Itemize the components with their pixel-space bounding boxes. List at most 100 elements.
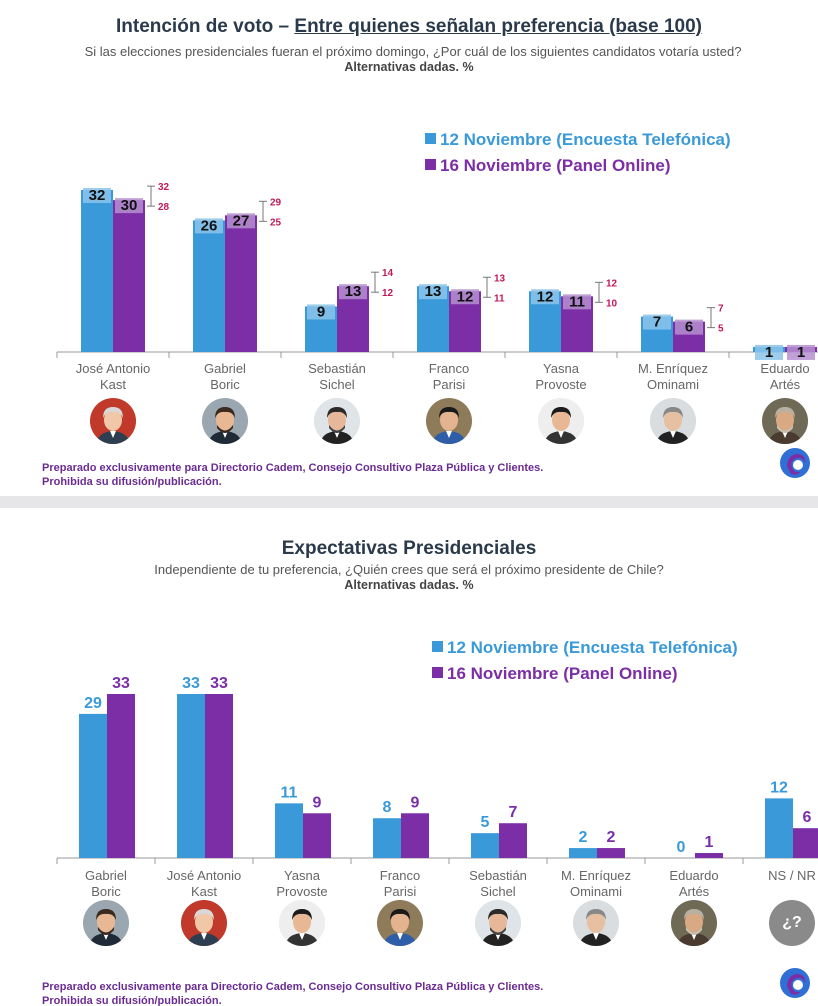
category-label: Franco [380,868,420,883]
value-label-telefonica: 29 [84,695,102,712]
bar-telefonica [471,833,499,858]
value-label-bg [643,314,671,330]
category-label: Parisi [384,884,417,899]
cadem-logo [778,966,812,1000]
provoste-portrait [538,398,584,444]
panel1-title: Intención de voto – Entre quienes señala… [0,16,818,38]
error-range-high: 13 [494,273,506,284]
category-label: Parisi [433,377,466,392]
value-label-telefonica: 12 [537,288,554,305]
category-label: Boric [210,377,240,392]
legend-swatch-blue [425,133,436,144]
error-range-low: 25 [270,217,282,228]
ns-nr-avatar: ¿? [769,900,815,946]
category-label: Artés [770,377,801,392]
avatar-parisi [426,398,472,444]
category-label: Yasna [543,361,580,376]
avatar-kast [90,398,136,444]
category-label: NS / NR [768,868,816,883]
value-label-bg [307,304,335,320]
avatar-meo [573,900,619,946]
category-label: M. Enríquez [638,361,708,376]
avatar-artes [762,398,808,444]
bar-online [205,694,233,858]
footer-line: Preparado exclusivamente para Directorio… [42,462,544,474]
bar-online [597,848,625,858]
panel2-legend: 12 Noviembre (Encuesta Telefónica) 16 No… [432,638,738,684]
avatar-meo [650,398,696,444]
panel1-title-prefix: Intención de voto – [115,16,295,37]
category-label: Kast [191,884,217,899]
category-label: Yasna [284,868,321,883]
category-label: Sichel [319,377,355,392]
footer-line: Prohibida su difusión/publicación. [42,476,222,488]
value-label-bg [83,188,111,203]
value-label-telefonica: 9 [317,303,325,320]
value-label-online: 11 [569,293,585,310]
provoste-portrait [279,900,325,946]
value-label-telefonica: 33 [182,675,200,692]
category-label: Provoste [535,377,586,392]
value-label-online: 6 [803,809,812,826]
value-label-online: 13 [345,283,362,300]
avatar-parisi [377,900,423,946]
bar-telefonica [177,694,205,858]
value-label-online: 1 [797,344,805,361]
value-label-bg [451,289,479,305]
panel-separator [0,496,818,508]
bar-online [695,853,723,858]
meo-portrait [650,398,696,444]
sichel-portrait [314,398,360,444]
bar-telefonica [765,798,793,858]
value-label-online: 33 [210,675,228,692]
legend-label: 16 Noviembre (Panel Online) [447,664,678,683]
value-label-bg [227,213,255,229]
legend-swatch-purple [425,159,436,170]
value-label-bg [195,218,223,234]
value-label-bg [563,294,591,310]
panel1-footer: Preparado exclusivamente para Directorio… [42,461,543,489]
error-range-low: 28 [158,202,170,213]
value-label-bg [531,289,559,305]
category-label: M. Enríquez [561,868,631,883]
kast-portrait [90,398,136,444]
category-label: Ominami [647,377,699,392]
avatar-sichel [475,900,521,946]
panel1-alternatives: Alternativas dadas. % [344,60,474,74]
error-range-low: 11 [494,293,505,304]
avatar-kast [181,900,227,946]
avatar-boric [83,900,129,946]
meo-portrait [573,900,619,946]
bar-online [303,813,331,858]
bar-telefonica [373,818,401,858]
value-label-bg [419,284,447,300]
bar-online [499,823,527,858]
category-label: José Antonio [76,361,150,376]
legend-item-telefonica: 12 Noviembre (Encuesta Telefónica) [425,130,731,150]
value-label-bg [787,344,815,360]
category-label: Gabriel [85,868,127,883]
panel2-subtitle: Independiente de tu preferencia, ¿Quién … [154,562,664,577]
value-label-telefonica: 11 [281,784,298,801]
value-label-telefonica: 8 [383,799,392,816]
panel1-legend: 12 Noviembre (Encuesta Telefónica) 16 No… [425,130,731,176]
category-label: Sichel [480,884,516,899]
value-label-bg [339,284,367,300]
footer-line: Prohibida su difusión/publicación. [42,995,222,1006]
panel2-title: Expectativas Presidenciales [281,538,537,559]
bar-online [793,828,818,858]
legend-item-online: 16 Noviembre (Panel Online) [425,156,731,176]
value-label-online: 2 [607,829,616,846]
presidential-expectations-panel: Expectativas Presidenciales Independient… [0,508,818,1006]
value-label-telefonica: 26 [201,217,218,234]
value-label-bg [755,344,783,360]
avatar-provoste [279,900,325,946]
category-label: Eduardo [669,868,718,883]
error-range-high: 7 [718,304,724,315]
panel1-subtitle: Si las elecciones presidenciales fueran … [84,44,742,59]
error-range-low: 12 [382,288,394,299]
value-label-telefonica: 13 [425,283,442,300]
category-label: Franco [429,361,469,376]
panel1-title-underlined: Entre quienes señalan preferencia (base … [294,16,703,37]
